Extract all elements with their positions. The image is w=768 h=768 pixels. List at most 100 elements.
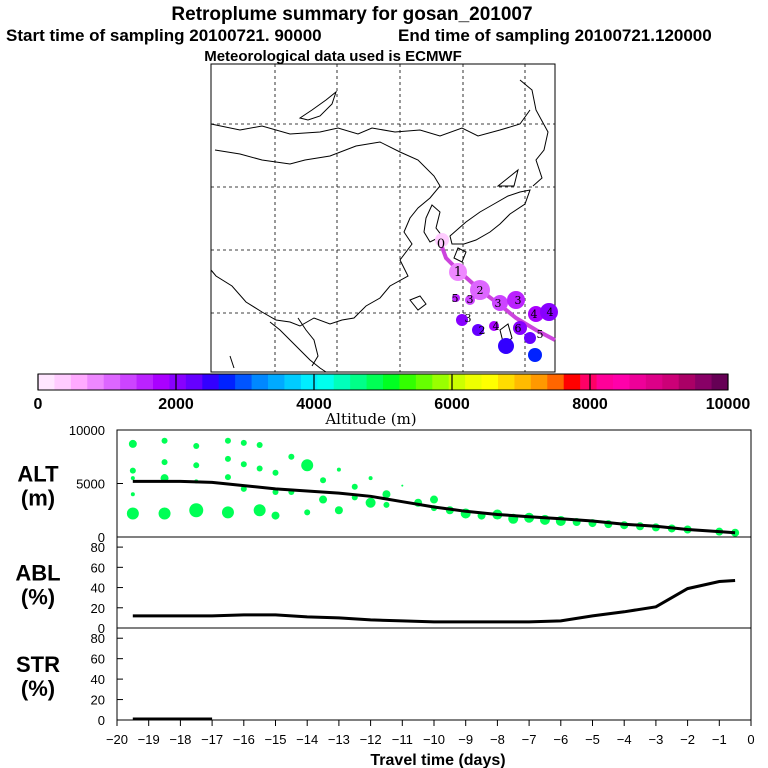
colorbar-cell [530,374,548,390]
colorbar-cell [498,374,515,390]
colorbar-cell [202,374,220,390]
map-label: 5 [452,292,459,305]
colorbar-cell [169,374,187,390]
y-tick-label: 80 [91,631,105,646]
scatter-point [334,506,343,515]
trajectory-point [472,324,484,336]
panel-frame [116,627,752,721]
figure-title: Retroplume summary for gosan_201007 [171,4,532,25]
colorbar-cell [596,374,614,390]
y-axis-unit: (%) [21,676,55,701]
colorbar-cell [136,374,154,390]
y-axis-unit: (m) [21,486,55,511]
y-tick-label: 20 [91,601,105,616]
colorbar-tick-label: 0 [34,396,43,413]
x-tick-label: −20 [106,732,128,747]
map-label: 4 [531,308,538,321]
y-tick-label: 0 [98,530,105,545]
colorbar-cell [268,374,285,390]
colorbar-cell [448,374,466,390]
trajectory-point [528,306,544,322]
scatter-point [430,495,438,504]
map-label: 3 [495,297,502,310]
colorbar-cell [613,374,630,390]
scatter-point [240,461,247,468]
scatter-point [129,467,136,474]
scatter-point [224,437,231,444]
trajectory-point [452,294,460,302]
x-tick-label: −8 [490,732,505,747]
trajectory-point [489,321,499,331]
map-label: 4 [493,320,500,333]
trajectory-point [449,263,467,281]
x-tick-label: 0 [747,732,754,747]
colorbar-cell [547,374,565,390]
colorbar-cell [580,374,598,390]
x-tick-label: −2 [680,732,695,747]
x-tick-label: −19 [138,732,160,747]
scatter-point [382,490,391,499]
map-label: 4 [547,306,554,319]
x-tick-label: −12 [360,732,382,747]
colorbar-tick-label: 10000 [706,396,751,413]
trajectory-point [465,295,475,305]
y-axis-label: STR [16,652,60,677]
colorbar-cells [38,374,729,390]
x-axis-label: Travel time (days) [370,752,505,768]
scatter-point [256,465,263,472]
scatter-point [256,441,263,448]
map-label: 2 [479,324,486,337]
colorbar-cell [629,374,647,390]
scatter-point [253,504,266,517]
colorbar-label: Altitude (m) [324,410,416,428]
colorbar-cell [87,374,105,390]
scatter-point [128,439,137,448]
scatter-point [301,459,314,472]
colorbar-ticks: 0 2000 4000 6000 8000 10000 [34,374,751,413]
scatter-point [161,459,168,466]
y-tick-label: 10000 [69,423,105,438]
colorbar-cell [218,374,236,390]
end-time-label: End time of sampling 20100721.120000 [398,26,712,45]
scatter-point [272,489,279,496]
scatter-point [336,467,341,472]
y-axis-label: ALT [17,462,59,487]
scatter-point [240,439,247,446]
colorbar-cell [54,374,72,390]
altitude-colorbar: 0 2000 4000 6000 8000 10000 Altitude (m) [34,373,751,428]
trajectory-point [507,291,525,309]
x-tick-label: −1 [712,732,727,747]
panel-frame [116,536,752,629]
y-tick-label: 60 [91,652,105,667]
trajectory-point [492,295,508,311]
scatter-point [158,507,171,520]
x-tick-label: −10 [423,732,445,747]
colorbar-tick-label: 6000 [434,396,470,413]
trajectory-point [456,314,468,326]
y-tick-label: 40 [91,581,105,596]
scatter-point [189,503,204,518]
trajectory-point [470,280,490,300]
x-tick-label: −7 [522,732,537,747]
scatter-point [320,477,327,484]
coastlines [210,79,549,373]
scatter-point [130,476,135,481]
y-tick-label: 0 [98,621,105,636]
trajectory-point [524,332,536,344]
x-tick-label: −5 [585,732,600,747]
x-tick-label: −3 [648,732,663,747]
colorbar-cell [300,374,318,390]
x-tick-label: −14 [296,732,318,747]
scatter-point [161,437,168,444]
colorbar-cell [399,374,417,390]
y-tick-label: 40 [91,672,105,687]
y-tick-label: 0 [98,713,105,728]
map-label: 3 [465,312,472,325]
trajectory-point [540,303,558,321]
x-tick-label: −17 [201,732,223,747]
abl-line [132,579,736,624]
map-label: 6 [515,322,522,335]
colorbar-cell [465,374,483,390]
